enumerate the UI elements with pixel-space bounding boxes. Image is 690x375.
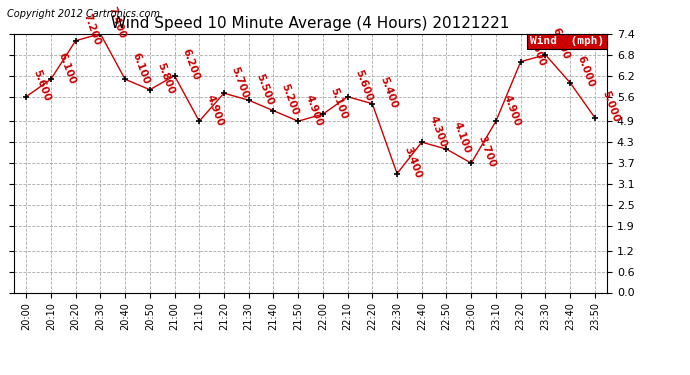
Text: 4.900: 4.900	[502, 93, 522, 128]
Text: 5.200: 5.200	[279, 82, 299, 117]
Text: 5.000: 5.000	[600, 89, 621, 124]
Text: 7.400: 7.400	[106, 5, 127, 40]
Text: 5.400: 5.400	[378, 75, 399, 110]
Title: Wind Speed 10 Minute Average (4 Hours) 20121221: Wind Speed 10 Minute Average (4 Hours) 2…	[111, 16, 510, 31]
Text: 6.800: 6.800	[551, 27, 571, 61]
Text: 3.700: 3.700	[477, 135, 497, 169]
Text: 6.100: 6.100	[130, 51, 151, 86]
Text: 5.500: 5.500	[254, 72, 275, 106]
Text: 5.600: 5.600	[32, 68, 52, 103]
Text: 4.900: 4.900	[304, 93, 324, 128]
Text: 5.100: 5.100	[328, 86, 349, 120]
Text: 5.700: 5.700	[230, 65, 250, 99]
Text: 4.300: 4.300	[427, 114, 448, 148]
Text: 6.200: 6.200	[180, 48, 201, 82]
Text: 5.800: 5.800	[155, 62, 176, 96]
Text: 6.600: 6.600	[526, 33, 547, 68]
Text: Copyright 2012 Cartronics.com: Copyright 2012 Cartronics.com	[7, 9, 160, 20]
Text: 4.100: 4.100	[452, 121, 473, 155]
Text: 3.400: 3.400	[402, 145, 424, 180]
Text: 5.600: 5.600	[353, 68, 374, 103]
Text: 4.900: 4.900	[205, 93, 226, 128]
Text: 6.100: 6.100	[57, 51, 77, 86]
Text: 6.000: 6.000	[575, 54, 596, 89]
Text: Wind  (mph): Wind (mph)	[530, 36, 604, 46]
Text: 7.200: 7.200	[81, 12, 102, 47]
